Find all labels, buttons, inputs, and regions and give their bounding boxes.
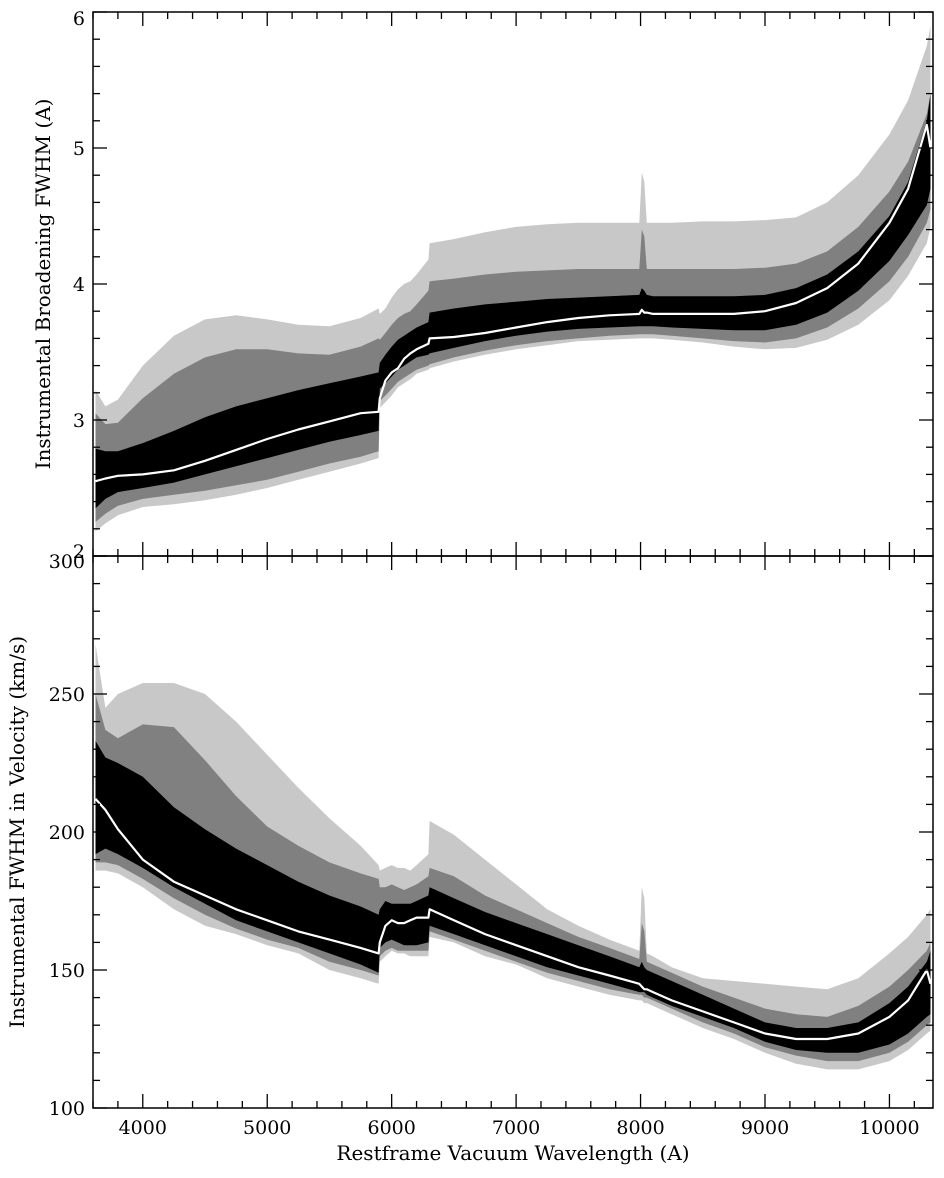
y-tick-label: 200: [49, 822, 85, 844]
y-tick-label: 150: [49, 960, 85, 982]
median-line: [95, 123, 932, 483]
x-tick-label: 10000: [859, 1117, 919, 1139]
band-inner: [95, 740, 931, 1053]
panel-bottom-velocity: Instrumental FWHM in Velocity (km/s) Res…: [5, 551, 934, 1165]
y-tick-label: 300: [49, 551, 85, 573]
x-tick-label: 5000: [243, 1117, 291, 1139]
y-tick-label: 4: [73, 274, 85, 296]
x-tick-label: 7000: [492, 1117, 540, 1139]
y-axis-label-bottom: Instrumental FWHM in Velocity (km/s): [5, 636, 29, 1028]
y-tick-label: 2: [73, 541, 85, 563]
median-line: [94, 798, 932, 1041]
ticks-top: [92, 11, 933, 557]
y-tick-label: 6: [73, 8, 85, 30]
plot-area-top: [95, 25, 932, 532]
y-tick-label: 5: [73, 138, 85, 160]
y-tick-label: 3: [73, 410, 85, 432]
x-tick-label: 8000: [616, 1117, 664, 1139]
y-tick-label: 250: [49, 684, 85, 706]
panel-top-fwhm: Instrumental Broadening FWHM (A) 2 3 4 5 6: [31, 8, 934, 563]
x-tick-label: 9000: [741, 1117, 789, 1139]
plot-area-bottom: [94, 644, 932, 1070]
y-tick-label: 100: [49, 1098, 85, 1120]
x-tick-label: 4000: [119, 1117, 167, 1139]
x-axis-label: Restframe Vacuum Wavelength (A): [336, 1141, 689, 1165]
x-tick-label: 6000: [367, 1117, 415, 1139]
band-inner: [95, 93, 931, 509]
ticks-bottom: [92, 555, 933, 1109]
y-axis-label-top: Instrumental Broadening FWHM (A): [31, 99, 55, 470]
